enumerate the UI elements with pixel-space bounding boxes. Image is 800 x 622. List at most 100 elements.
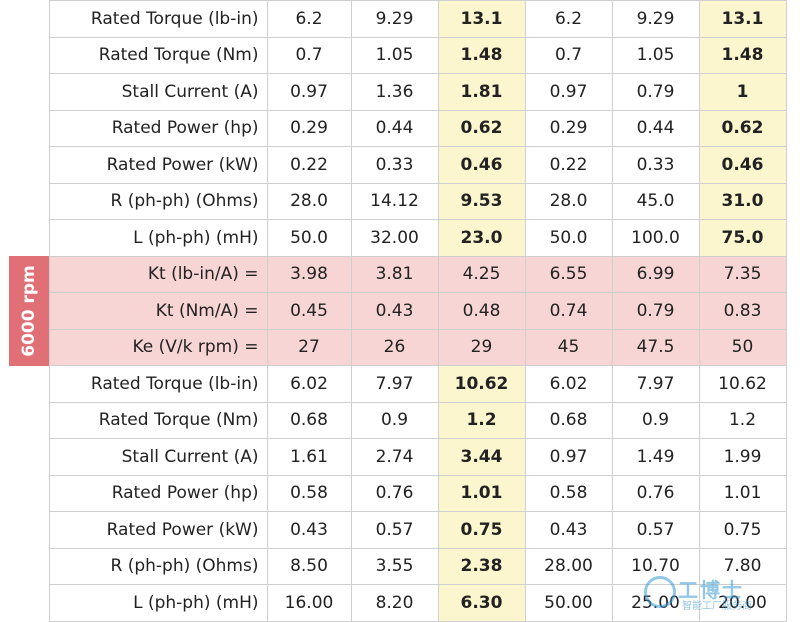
table-cell: 7.35 <box>698 255 787 293</box>
row-label: Rated Power (kW) <box>48 146 268 184</box>
table-cell: 0.7 <box>524 36 613 74</box>
row-label: Rated Torque (lb-in) <box>48 0 268 38</box>
table-cell: 0.29 <box>266 109 352 147</box>
speed-label-text: 6000 rpm <box>18 265 39 357</box>
table-row-constant: Kt (Nm/A) = 0.45 0.43 0.48 0.74 0.79 0.8… <box>9 292 787 330</box>
side-spacer <box>9 511 49 548</box>
table-cell: 8.50 <box>266 547 352 585</box>
table-cell: 0.43 <box>266 511 352 549</box>
table-row: Rated Power (kW) 0.22 0.33 0.46 0.22 0.3… <box>9 146 787 184</box>
table-cell: 6.55 <box>524 255 613 293</box>
table-row: Stall Current (A) 1.61 2.74 3.44 0.97 1.… <box>9 438 787 476</box>
table-cell-highlight: 0.62 <box>698 109 787 147</box>
table-cell: 28.00 <box>524 547 613 585</box>
table-row: Rated Torque (lb-in) 6.2 9.29 13.1 6.2 9… <box>9 0 787 38</box>
table-row: L (ph-ph) (mH) 16.00 8.20 6.30 50.00 25.… <box>9 584 787 622</box>
row-label: Kt (lb-in/A) = <box>48 255 268 293</box>
table-cell: 6.02 <box>524 365 613 403</box>
table-cell: 6.2 <box>524 0 613 38</box>
table-cell: 50 <box>698 328 787 366</box>
table-cell-highlight: 75.0 <box>698 219 787 257</box>
table-cell: 0.79 <box>611 292 700 330</box>
table-cell: 0.74 <box>524 292 613 330</box>
table-cell: 0.75 <box>698 511 787 549</box>
table-cell: 0.68 <box>524 401 613 439</box>
table-cell-highlight: 0.46 <box>698 146 787 184</box>
table-cell: 45.0 <box>611 182 700 220</box>
side-spacer <box>9 219 49 256</box>
table-cell: 1.01 <box>698 474 787 512</box>
table-cell: 0.57 <box>350 511 439 549</box>
row-label: Rated Torque (Nm) <box>48 36 268 74</box>
table-cell: 0.33 <box>350 146 439 184</box>
row-label: Rated Torque (lb-in) <box>48 365 268 403</box>
watermark-title: 工博士 <box>678 578 744 602</box>
row-label: Rated Power (kW) <box>48 511 268 549</box>
table-cell-highlight: 13.1 <box>698 0 787 38</box>
table-cell-highlight: 1.81 <box>437 73 526 111</box>
table-row-constant: Ke (V/k rpm) = 27 26 29 45 47.5 50 <box>9 328 787 366</box>
table-cell: 6.99 <box>611 255 700 293</box>
table-cell: 9.29 <box>350 0 439 38</box>
table-cell: 0.97 <box>524 73 613 111</box>
table-cell: 6.2 <box>266 0 352 38</box>
table-row-constant: 6000 rpm Kt (lb-in/A) = 3.98 3.81 4.25 6… <box>9 255 787 366</box>
table-cell: 0.76 <box>350 474 439 512</box>
table-cell-highlight: 10.62 <box>437 365 526 403</box>
table-cell-highlight: 23.0 <box>437 219 526 257</box>
table-cell: 0.45 <box>266 292 352 330</box>
watermark-logo: 工博士 智能工厂服务商 <box>642 574 792 614</box>
side-spacer <box>9 438 49 475</box>
table-cell: 1.49 <box>611 438 700 476</box>
side-spacer <box>9 110 49 147</box>
side-spacer <box>9 584 49 621</box>
table-cell: 29 <box>437 328 526 366</box>
table-cell: 1.61 <box>266 438 352 476</box>
table-cell-highlight: 6.30 <box>437 584 526 622</box>
table-cell: 1.05 <box>350 36 439 74</box>
table-cell: 0.57 <box>611 511 700 549</box>
table-cell: 14.12 <box>350 182 439 220</box>
table-cell: 0.44 <box>611 109 700 147</box>
table-cell-highlight: 0.46 <box>437 146 526 184</box>
row-label: Rated Torque (Nm) <box>48 401 268 439</box>
table-cell-highlight: 2.38 <box>437 547 526 585</box>
table-cell-highlight: 1.48 <box>437 36 526 74</box>
table-cell: 0.29 <box>524 109 613 147</box>
table-row: R (ph-ph) (Ohms) 28.0 14.12 9.53 28.0 45… <box>9 182 787 220</box>
row-label: L (ph-ph) (mH) <box>48 584 268 622</box>
table-cell: 8.20 <box>350 584 439 622</box>
table-cell: 28.0 <box>266 182 352 220</box>
side-spacer <box>9 475 49 512</box>
table-cell: 27 <box>266 328 352 366</box>
table-cell: 6.02 <box>266 365 352 403</box>
table-cell: 32.00 <box>350 219 439 257</box>
table-cell-highlight: 3.44 <box>437 438 526 476</box>
table-row: Rated Power (hp) 0.29 0.44 0.62 0.29 0.4… <box>9 109 787 147</box>
table-cell: 50.0 <box>266 219 352 257</box>
table-row: Rated Torque (lb-in) 6.02 7.97 10.62 6.0… <box>9 365 787 403</box>
table-cell: 28.0 <box>524 182 613 220</box>
row-label: Rated Power (hp) <box>48 109 268 147</box>
side-spacer <box>9 73 49 110</box>
row-label: R (ph-ph) (Ohms) <box>48 547 268 585</box>
table-cell: 0.44 <box>350 109 439 147</box>
table-cell: 100.0 <box>611 219 700 257</box>
table-cell: 7.80 <box>698 547 787 585</box>
table-cell: 7.97 <box>350 365 439 403</box>
table-cell: 0.97 <box>524 438 613 476</box>
table-row: Rated Torque (Nm) 0.68 0.9 1.2 0.68 0.9 … <box>9 401 787 439</box>
side-spacer <box>9 0 49 37</box>
table-cell: 0.97 <box>266 73 352 111</box>
row-label: R (ph-ph) (Ohms) <box>48 182 268 220</box>
table-cell: 4.25 <box>437 255 526 293</box>
table-cell: 0.58 <box>266 474 352 512</box>
table-cell-highlight: 0.62 <box>437 109 526 147</box>
table-cell: 0.68 <box>266 401 352 439</box>
table-cell: 3.55 <box>350 547 439 585</box>
row-label: Stall Current (A) <box>48 438 268 476</box>
table-cell: 0.48 <box>437 292 526 330</box>
table-cell: 0.22 <box>266 146 352 184</box>
table-cell: 16.00 <box>266 584 352 622</box>
table-cell: 45 <box>524 328 613 366</box>
